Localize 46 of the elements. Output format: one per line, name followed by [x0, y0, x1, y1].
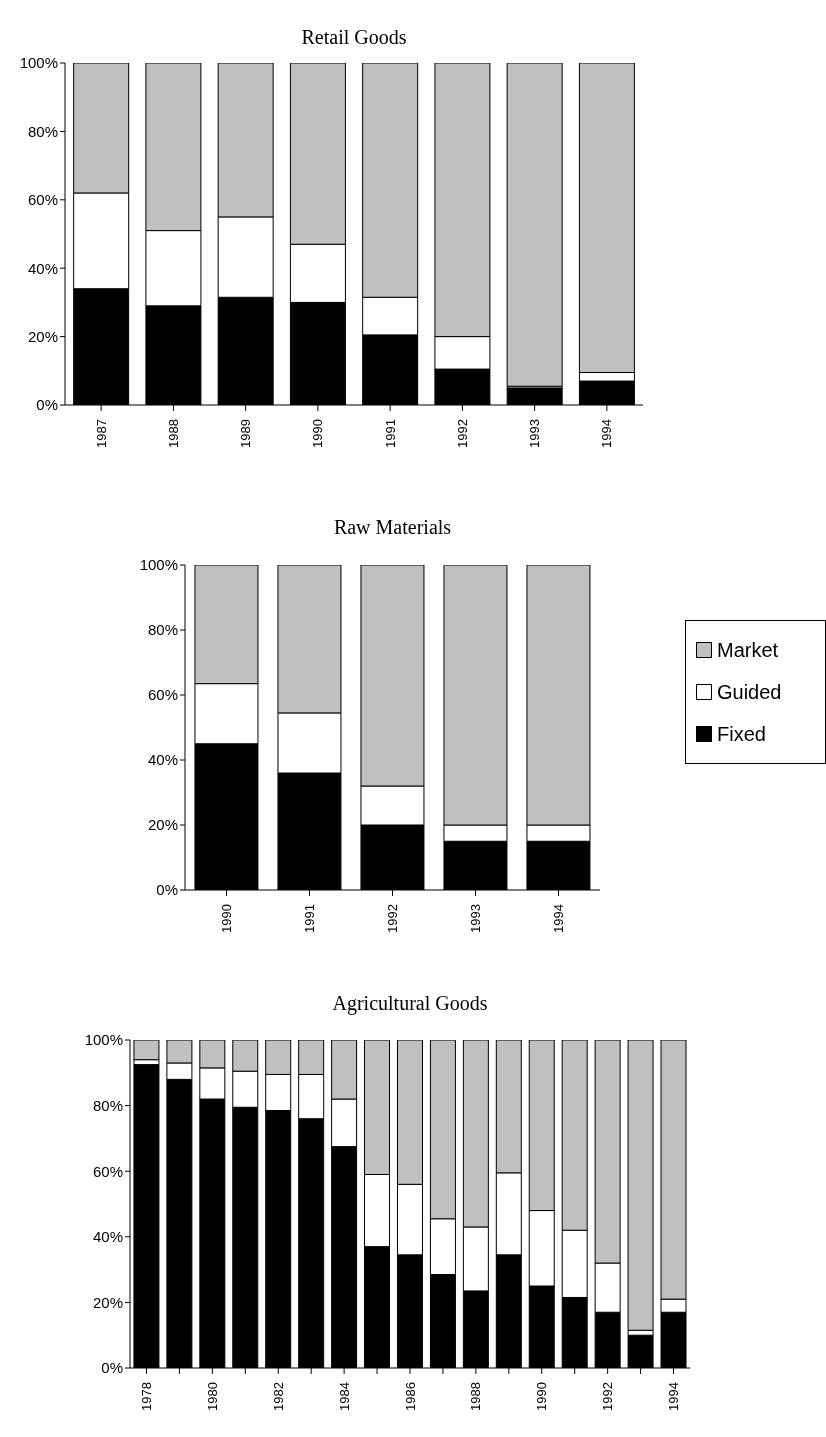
- x-tick-label: 1993: [527, 419, 543, 448]
- x-tick-label: 1988: [468, 1382, 484, 1411]
- chart-title: Raw Materials: [332, 515, 453, 539]
- y-tick-label: 40%: [147, 751, 178, 769]
- y-tick-label: 100%: [19, 54, 58, 72]
- y-tick-label: 40%: [27, 259, 58, 277]
- y-tick-label: 20%: [92, 1293, 123, 1311]
- x-tick-label: 1982: [270, 1382, 286, 1411]
- y-tick-label: 100%: [139, 556, 178, 574]
- chart-title: Retail Goods: [300, 25, 408, 49]
- x-tick-label: 1984: [336, 1382, 352, 1411]
- chart-title: Agricultural Goods: [331, 991, 489, 1015]
- y-tick-label: 100%: [84, 1031, 123, 1049]
- y-tick-label: 60%: [147, 686, 178, 704]
- y-tick-label: 0%: [156, 881, 178, 899]
- legend-label: Guided: [717, 680, 782, 704]
- legend-label: Market: [717, 638, 779, 662]
- y-tick-label: 80%: [147, 621, 178, 639]
- x-tick-label: 1992: [385, 904, 400, 933]
- x-tick-label: 1994: [666, 1382, 682, 1411]
- x-tick-label: 1987: [93, 419, 109, 448]
- x-tick-label: 1991: [382, 419, 398, 448]
- y-tick-label: 20%: [147, 816, 178, 834]
- x-tick-label: 1988: [165, 419, 181, 448]
- x-tick-label: 1990: [219, 904, 234, 933]
- legend-label: Fixed: [717, 722, 766, 746]
- x-tick-label: 1994: [551, 904, 566, 933]
- x-tick-label: 1991: [302, 904, 317, 933]
- x-tick-label: 1980: [204, 1382, 220, 1411]
- y-tick-label: 80%: [27, 122, 58, 140]
- y-tick-label: 0%: [36, 396, 58, 414]
- y-tick-label: 60%: [92, 1162, 123, 1180]
- y-tick-label: 20%: [27, 327, 58, 345]
- x-tick-label: 1992: [454, 419, 470, 448]
- x-tick-label: 1993: [468, 904, 483, 933]
- y-tick-label: 40%: [92, 1228, 123, 1246]
- x-tick-label: 1989: [238, 419, 254, 448]
- y-tick-label: 0%: [101, 1359, 123, 1377]
- x-tick-label: 1994: [599, 419, 615, 448]
- x-tick-label: 1990: [310, 419, 326, 448]
- y-tick-label: 60%: [27, 191, 58, 209]
- x-tick-label: 1992: [600, 1382, 616, 1411]
- x-tick-label: 1990: [534, 1382, 550, 1411]
- x-tick-label: 1986: [402, 1382, 418, 1411]
- y-tick-label: 80%: [92, 1096, 123, 1114]
- x-tick-label: 1978: [138, 1382, 154, 1411]
